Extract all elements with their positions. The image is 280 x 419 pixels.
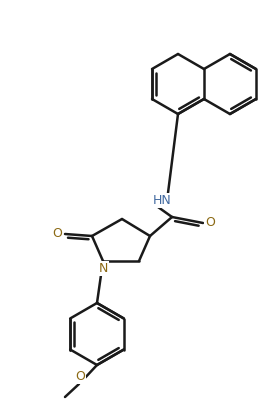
Text: O: O (52, 227, 62, 240)
Text: O: O (75, 370, 85, 383)
Text: HN: HN (153, 194, 171, 207)
Text: O: O (205, 215, 215, 228)
Text: N: N (98, 262, 108, 275)
